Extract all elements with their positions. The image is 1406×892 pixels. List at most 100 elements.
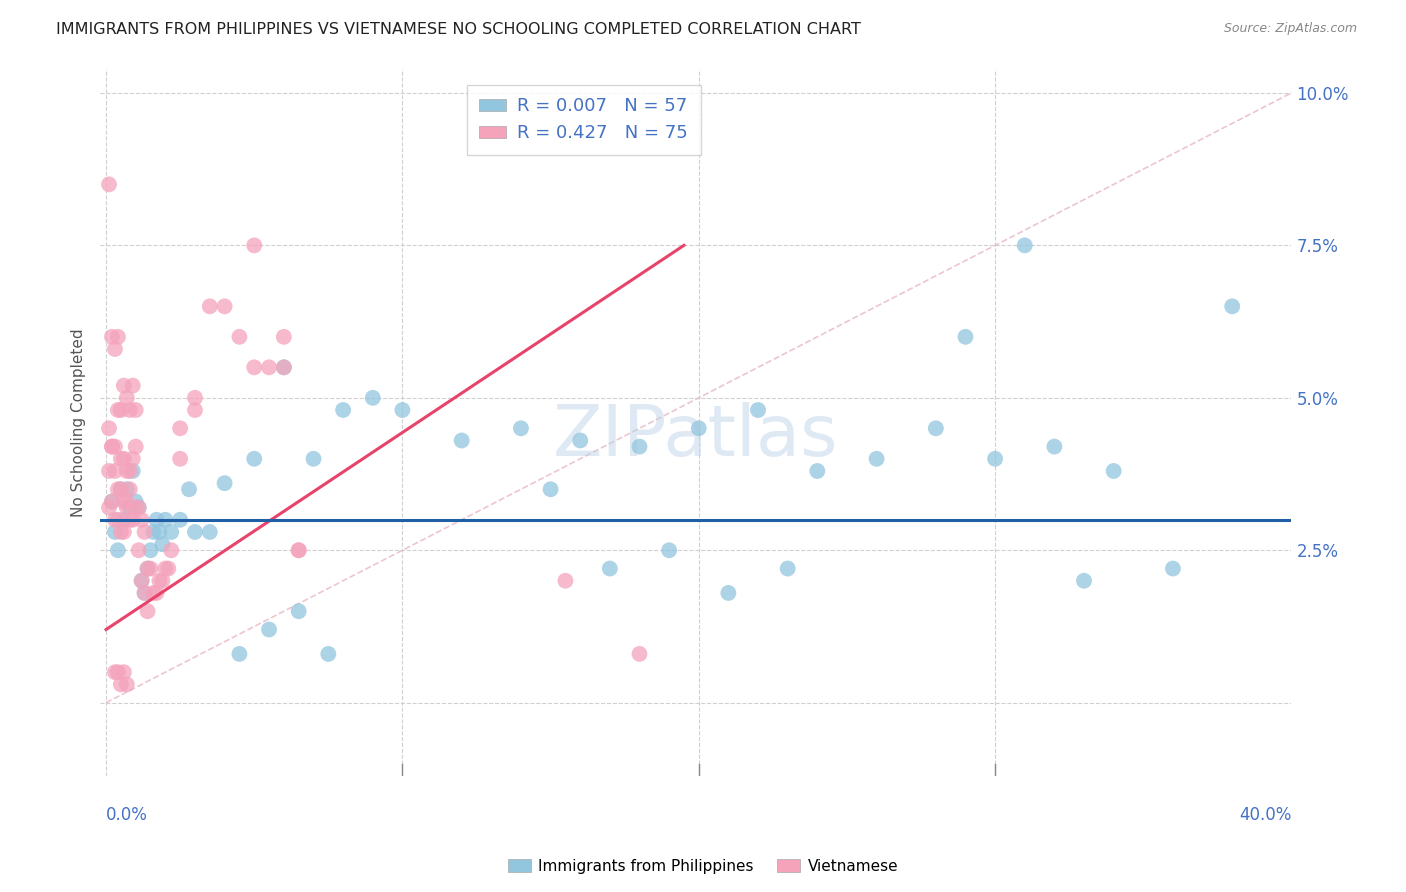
Point	[112, 494, 135, 508]
Point	[110, 451, 132, 466]
Legend: R = 0.007   N = 57, R = 0.427   N = 75: R = 0.007 N = 57, R = 0.427 N = 75	[467, 85, 700, 155]
Point	[273, 330, 295, 344]
Point	[104, 524, 127, 539]
Point	[107, 543, 129, 558]
Point	[125, 403, 148, 417]
Point	[136, 561, 159, 575]
Legend: Immigrants from Philippines, Vietnamese: Immigrants from Philippines, Vietnamese	[502, 853, 904, 880]
Point	[142, 586, 165, 600]
Point	[128, 500, 150, 515]
Point	[287, 543, 309, 558]
Point	[198, 299, 221, 313]
Point	[107, 483, 129, 497]
Point	[131, 574, 153, 588]
Text: 40.0%: 40.0%	[1239, 806, 1292, 824]
Point	[925, 421, 948, 435]
Point	[104, 665, 127, 680]
Point	[118, 464, 141, 478]
Point	[160, 524, 183, 539]
Point	[139, 543, 162, 558]
Point	[1102, 464, 1125, 478]
Point	[110, 483, 132, 497]
Point	[107, 513, 129, 527]
Text: ZIPatlas: ZIPatlas	[553, 401, 838, 471]
Point	[155, 561, 177, 575]
Point	[150, 537, 173, 551]
Point	[658, 543, 681, 558]
Point	[101, 494, 124, 508]
Point	[121, 378, 143, 392]
Point	[287, 604, 309, 618]
Point	[628, 440, 651, 454]
Point	[228, 647, 250, 661]
Point	[257, 623, 280, 637]
Point	[101, 440, 124, 454]
Point	[121, 464, 143, 478]
Point	[169, 513, 191, 527]
Text: IMMIGRANTS FROM PHILIPPINES VS VIETNAMESE NO SCHOOLING COMPLETED CORRELATION CHA: IMMIGRANTS FROM PHILIPPINES VS VIETNAMES…	[56, 22, 860, 37]
Point	[112, 451, 135, 466]
Point	[125, 500, 148, 515]
Point	[98, 421, 121, 435]
Point	[121, 451, 143, 466]
Point	[115, 494, 138, 508]
Point	[107, 665, 129, 680]
Point	[118, 483, 141, 497]
Point	[273, 360, 295, 375]
Point	[110, 677, 132, 691]
Point	[115, 391, 138, 405]
Point	[115, 500, 138, 515]
Text: Source: ZipAtlas.com: Source: ZipAtlas.com	[1223, 22, 1357, 36]
Point	[98, 178, 121, 192]
Point	[302, 451, 325, 466]
Point	[540, 483, 562, 497]
Point	[101, 440, 124, 454]
Point	[145, 586, 167, 600]
Point	[104, 342, 127, 356]
Point	[1014, 238, 1036, 252]
Point	[134, 524, 156, 539]
Point	[450, 434, 472, 448]
Point	[157, 561, 180, 575]
Point	[243, 238, 266, 252]
Point	[104, 464, 127, 478]
Point	[128, 543, 150, 558]
Point	[118, 500, 141, 515]
Point	[1161, 561, 1184, 575]
Point	[184, 391, 207, 405]
Point	[1043, 440, 1066, 454]
Point	[287, 543, 309, 558]
Point	[134, 586, 156, 600]
Point	[121, 513, 143, 527]
Point	[243, 451, 266, 466]
Point	[257, 360, 280, 375]
Point	[115, 464, 138, 478]
Point	[214, 299, 236, 313]
Point	[184, 403, 207, 417]
Point	[115, 677, 138, 691]
Point	[747, 403, 769, 417]
Point	[136, 561, 159, 575]
Point	[139, 561, 162, 575]
Point	[98, 500, 121, 515]
Point	[169, 421, 191, 435]
Point	[214, 476, 236, 491]
Point	[599, 561, 621, 575]
Point	[110, 483, 132, 497]
Point	[228, 330, 250, 344]
Point	[112, 524, 135, 539]
Point	[107, 330, 129, 344]
Point	[155, 513, 177, 527]
Point	[118, 513, 141, 527]
Point	[361, 391, 384, 405]
Point	[131, 574, 153, 588]
Point	[273, 360, 295, 375]
Point	[1073, 574, 1095, 588]
Point	[984, 451, 1007, 466]
Point	[510, 421, 533, 435]
Point	[569, 434, 592, 448]
Point	[128, 500, 150, 515]
Point	[688, 421, 710, 435]
Point	[554, 574, 576, 588]
Point	[110, 524, 132, 539]
